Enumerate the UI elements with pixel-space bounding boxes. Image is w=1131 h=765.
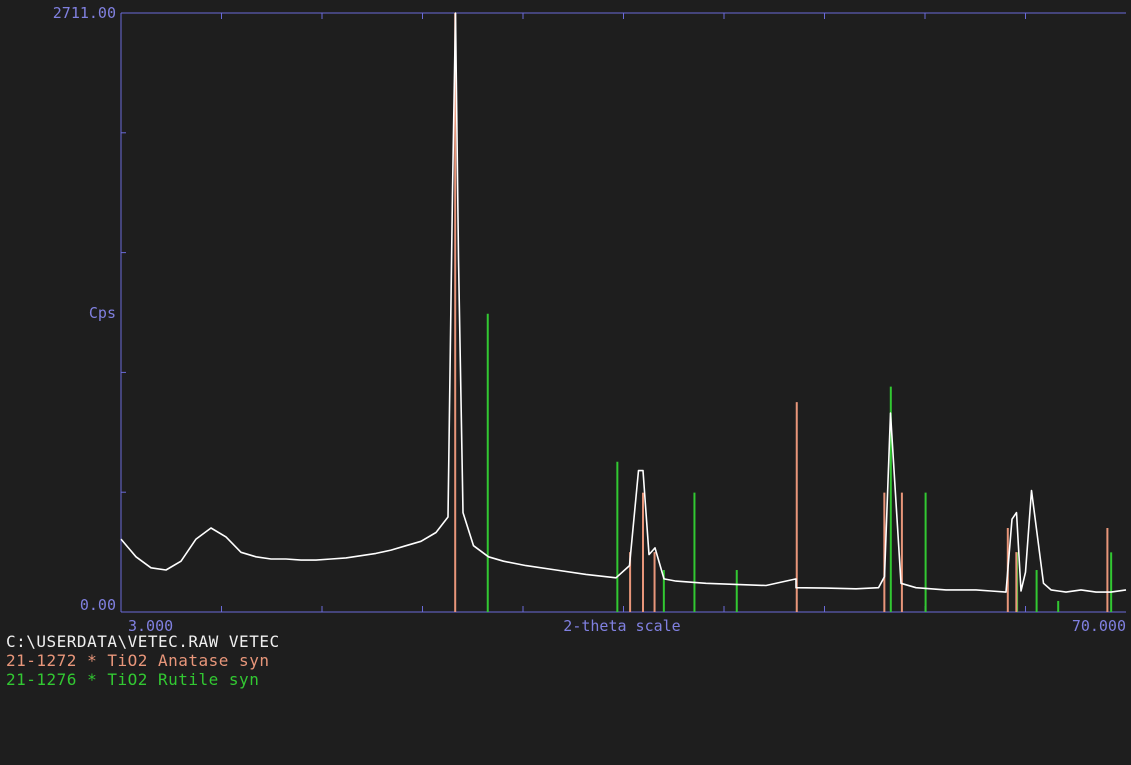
- y-axis-min-label: 0.00: [80, 596, 116, 614]
- legend-file-path: C:\USERDATA\VETEC.RAW VETEC: [6, 633, 280, 651]
- axes: [121, 13, 1126, 612]
- y-axis-title: Cps: [89, 304, 116, 322]
- y-axis-max-label: 2711.00: [53, 4, 116, 22]
- legend-anatase: 21-1272 * TiO2 Anatase syn: [6, 652, 269, 670]
- rutile-reference-sticks: [488, 314, 1111, 612]
- x-axis-end-label: 70.000: [1072, 617, 1126, 635]
- anatase-reference-sticks: [455, 13, 1107, 612]
- x-axis-title: 2-theta scale: [563, 617, 680, 635]
- measured-pattern: [121, 13, 1126, 592]
- legend-rutile: 21-1276 * TiO2 Rutile syn: [6, 671, 259, 689]
- measured-pattern-line: [121, 13, 1126, 592]
